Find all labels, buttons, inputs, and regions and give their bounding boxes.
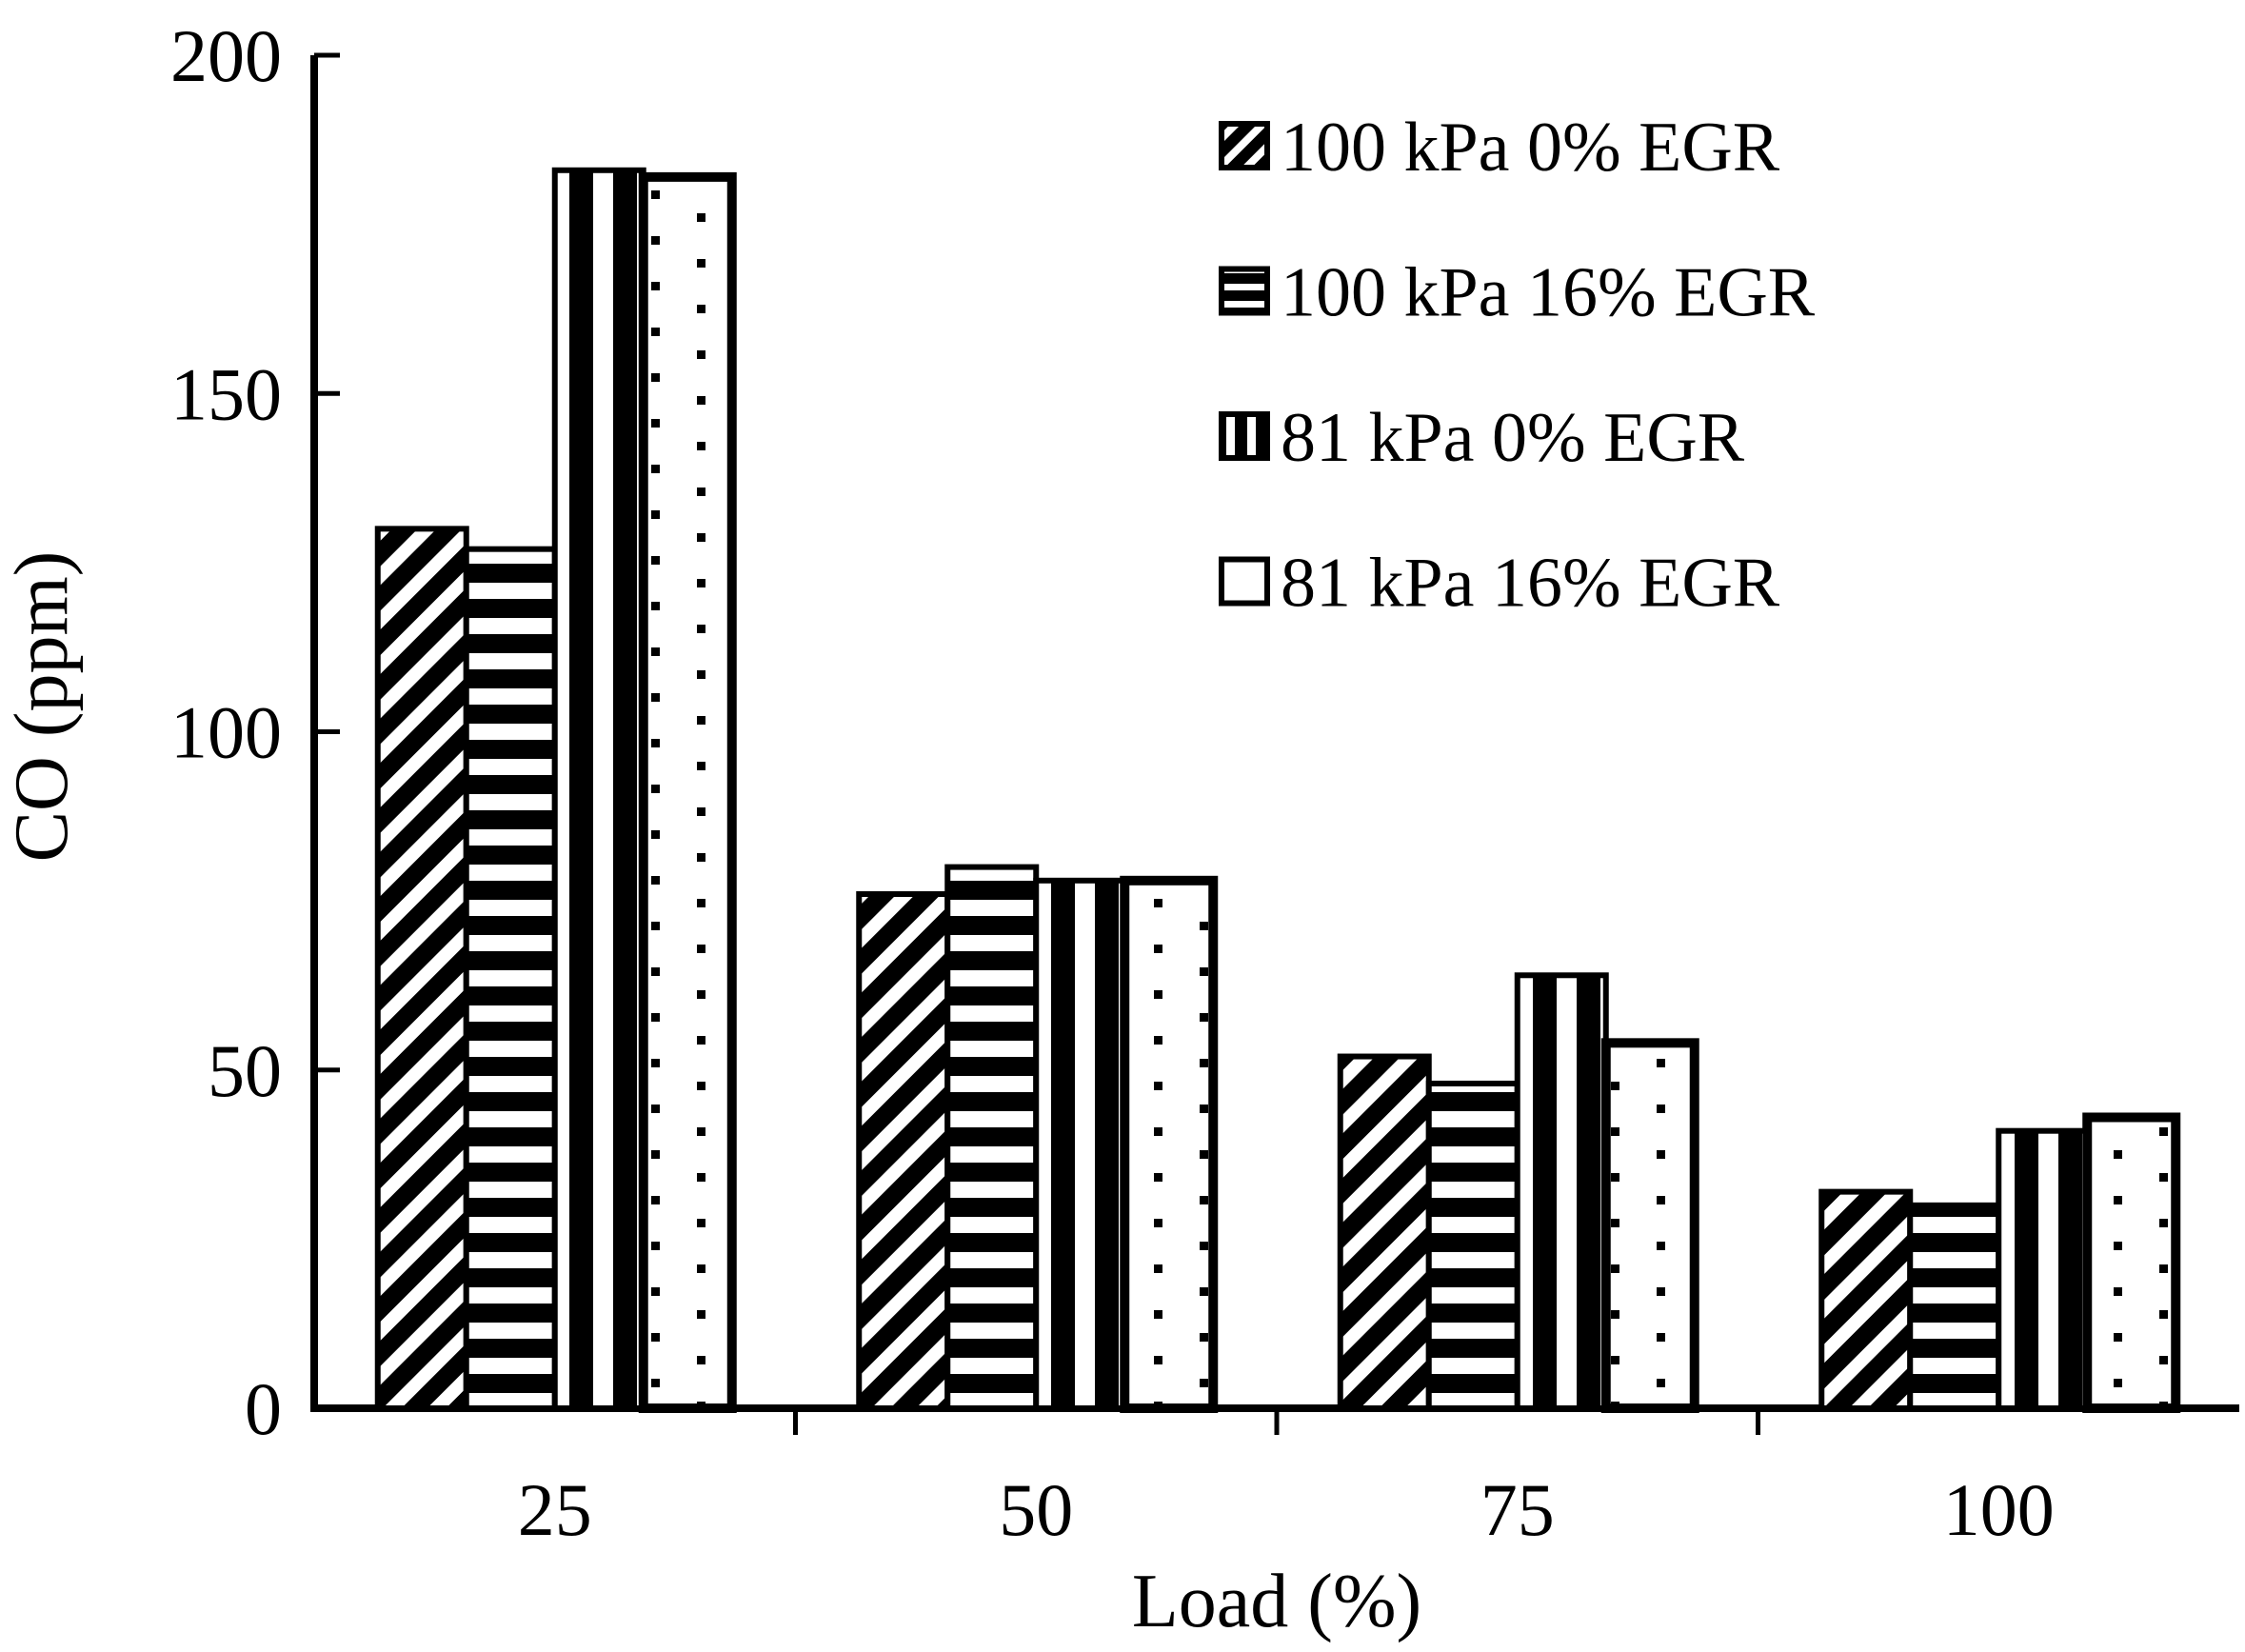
bar <box>374 526 469 1411</box>
bar <box>1996 1127 2091 1411</box>
x-tick-label: 75 <box>1480 1468 1555 1551</box>
y-tick-label: 150 <box>170 352 282 435</box>
legend-label: 81 kPa 0% EGR <box>1281 399 1745 477</box>
x-tick-label: 50 <box>999 1468 1073 1551</box>
bar <box>856 891 951 1411</box>
bar <box>1514 972 1609 1412</box>
y-tick-label: 200 <box>170 14 282 97</box>
tick-labels: 0 50 100 150 200 25 50 75 100 <box>170 14 2055 1551</box>
bar <box>1120 875 1219 1413</box>
bar <box>2082 1112 2181 1413</box>
legend: 100 kPa 0% EGR 100 kPa 16% EGR 81 kPa 0% E… <box>1219 109 1816 623</box>
x-axis-title: Load (%) <box>1132 1560 1421 1643</box>
bar <box>463 546 558 1411</box>
x-tick-label: 25 <box>518 1468 592 1551</box>
bar <box>551 167 646 1411</box>
legend-label: 100 kPa 0% EGR <box>1281 109 1780 187</box>
legend-marker-vertical-stripes <box>1219 411 1270 461</box>
y-tick-label: 100 <box>170 691 282 774</box>
axis-titles: Load (%) CO (ppm) <box>0 551 1421 1643</box>
y-axis-title: CO (ppm) <box>0 551 84 863</box>
bar <box>1907 1202 2002 1411</box>
bar <box>944 864 1040 1411</box>
y-tick-label: 50 <box>208 1029 282 1112</box>
legend-marker-dots <box>1219 556 1270 607</box>
bar <box>1818 1188 1914 1412</box>
legend-marker-diagonal-hatch <box>1219 121 1270 170</box>
x-tick-label: 100 <box>1943 1468 2055 1551</box>
bar <box>1033 877 1128 1411</box>
bar <box>1600 1038 1699 1413</box>
bar <box>638 171 737 1413</box>
legend-marker-horizontal-stripes <box>1219 266 1270 316</box>
bar <box>1337 1053 1432 1412</box>
legend-label: 100 kPa 16% EGR <box>1281 254 1816 332</box>
bar <box>1425 1080 1520 1411</box>
bar-series <box>374 167 2181 1413</box>
y-tick-label: 0 <box>245 1367 282 1450</box>
legend-label: 81 kPa 16% EGR <box>1281 545 1780 623</box>
